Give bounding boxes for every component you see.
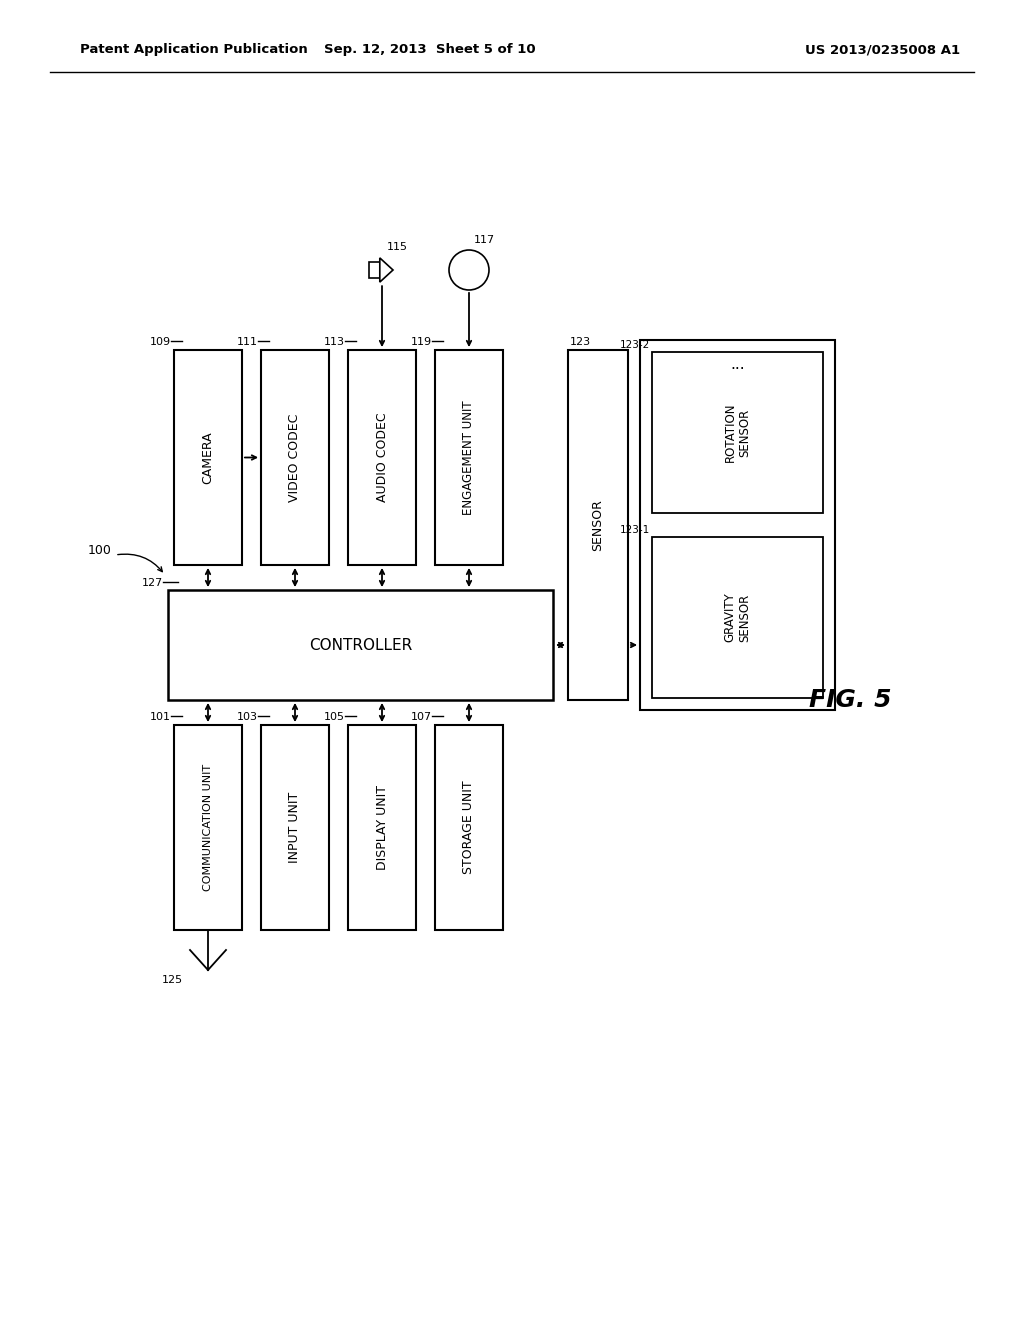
Bar (435, 725, 503, 931)
Bar (640, 341, 835, 710)
Text: US 2013/0235008 A1: US 2013/0235008 A1 (805, 44, 961, 57)
Bar (369, 263, 380, 277)
Text: 117: 117 (474, 235, 496, 246)
Text: 123: 123 (570, 337, 591, 347)
Text: ROTATION
SENSOR: ROTATION SENSOR (724, 403, 752, 462)
Text: COMMUNICATION UNIT: COMMUNICATION UNIT (203, 764, 213, 891)
Bar (348, 350, 416, 565)
Text: 109: 109 (150, 337, 171, 347)
Text: Sep. 12, 2013  Sheet 5 of 10: Sep. 12, 2013 Sheet 5 of 10 (325, 44, 536, 57)
Text: 123-1: 123-1 (620, 525, 650, 535)
Text: 101: 101 (150, 711, 171, 722)
Text: CONTROLLER: CONTROLLER (309, 638, 412, 652)
Bar (174, 350, 242, 565)
Bar (435, 350, 503, 565)
Polygon shape (380, 257, 393, 282)
Bar (568, 350, 628, 700)
Bar (261, 350, 329, 565)
Text: GRAVITY
SENSOR: GRAVITY SENSOR (724, 593, 752, 643)
Text: 127: 127 (141, 578, 163, 587)
Text: 123-2: 123-2 (620, 341, 650, 350)
Text: FIG. 5: FIG. 5 (809, 688, 891, 711)
Text: 107: 107 (411, 711, 432, 722)
Text: AUDIO CODEC: AUDIO CODEC (376, 413, 388, 503)
Text: INPUT UNIT: INPUT UNIT (289, 792, 301, 863)
Text: SENSOR: SENSOR (592, 499, 604, 550)
Text: ENGAGEMENT UNIT: ENGAGEMENT UNIT (463, 400, 475, 515)
Text: DISPLAY UNIT: DISPLAY UNIT (376, 785, 388, 870)
Text: 115: 115 (387, 243, 408, 252)
Text: Patent Application Publication: Patent Application Publication (80, 44, 308, 57)
Bar (652, 352, 823, 513)
Text: 119: 119 (411, 337, 432, 347)
Text: 103: 103 (237, 711, 258, 722)
Bar (652, 537, 823, 698)
Bar (261, 725, 329, 931)
Text: 111: 111 (237, 337, 258, 347)
Bar (348, 725, 416, 931)
Text: 113: 113 (324, 337, 345, 347)
Text: ...: ... (730, 356, 744, 372)
Text: CAMERA: CAMERA (202, 432, 214, 484)
Text: VIDEO CODEC: VIDEO CODEC (289, 413, 301, 502)
Text: 100: 100 (88, 544, 112, 557)
Text: STORAGE UNIT: STORAGE UNIT (463, 780, 475, 874)
Text: 125: 125 (162, 975, 183, 985)
Bar (174, 725, 242, 931)
Text: 105: 105 (324, 711, 345, 722)
Bar (168, 590, 553, 700)
